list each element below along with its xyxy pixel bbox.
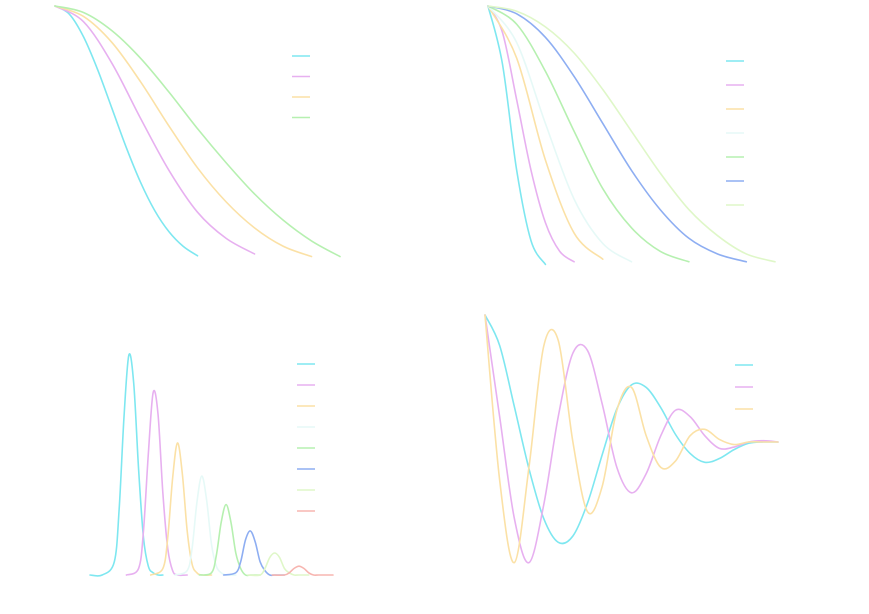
series-line-2 bbox=[54, 5, 256, 255]
series-line-8 bbox=[271, 565, 334, 576]
series-line-1 bbox=[54, 5, 199, 257]
series-line-3 bbox=[484, 314, 779, 564]
series-line-4 bbox=[487, 5, 633, 263]
series-line-5 bbox=[198, 503, 261, 577]
series-line-4 bbox=[174, 475, 237, 576]
series-line-2 bbox=[125, 389, 188, 577]
series-line-1 bbox=[484, 314, 779, 545]
chart-panel-bottom-right bbox=[484, 314, 779, 564]
series-line-3 bbox=[487, 5, 604, 260]
chart-panel-top-left bbox=[54, 5, 341, 258]
series-line-6 bbox=[487, 5, 748, 263]
legend bbox=[292, 55, 310, 119]
series-line-6 bbox=[222, 530, 286, 577]
series-line-2 bbox=[487, 5, 575, 263]
chart-panel-bottom-left bbox=[89, 353, 334, 577]
series-line-3 bbox=[149, 442, 213, 576]
chart-panel-top-right bbox=[487, 5, 776, 266]
series-line-4 bbox=[54, 5, 341, 258]
legend bbox=[297, 363, 315, 512]
series-line-3 bbox=[54, 5, 313, 258]
series-line-1 bbox=[89, 353, 164, 577]
legend bbox=[726, 60, 744, 206]
series-line-7 bbox=[487, 5, 776, 263]
series-line-7 bbox=[247, 552, 310, 577]
legend bbox=[735, 364, 753, 410]
series-line-1 bbox=[487, 5, 547, 266]
series-line-5 bbox=[487, 5, 690, 263]
series-line-2 bbox=[484, 314, 779, 564]
